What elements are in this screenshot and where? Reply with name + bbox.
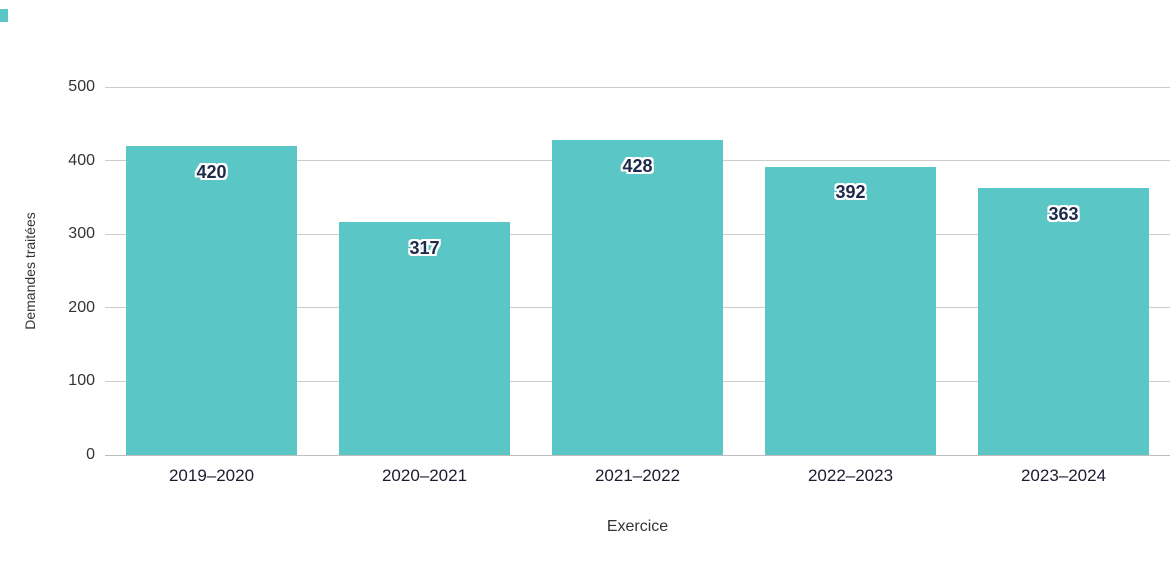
plot-area: 420 317 428 392 363 xyxy=(105,86,1170,456)
x-axis-line xyxy=(105,454,1170,456)
bar-value-label: 317 xyxy=(409,237,440,258)
bar xyxy=(978,187,1149,455)
bar xyxy=(126,145,297,455)
bar-value-label: 363 xyxy=(1048,203,1079,224)
bar-value-label: 428 xyxy=(622,155,653,176)
x-axis-title: Exercice xyxy=(606,518,669,535)
bar-value-label: 392 xyxy=(835,182,866,203)
bar xyxy=(552,140,723,455)
y-tick-label: 300 xyxy=(68,225,95,243)
x-tick-label: 2022–2023 xyxy=(807,466,894,485)
x-tick-label: 2021–2022 xyxy=(594,466,681,485)
bar xyxy=(765,166,936,455)
y-tick-label: 500 xyxy=(68,78,95,95)
bar xyxy=(339,221,510,455)
y-tick-label: 400 xyxy=(68,151,95,169)
x-tick-label: 2019–2020 xyxy=(168,466,255,485)
corner-mark xyxy=(0,9,8,22)
y-tick-label: 100 xyxy=(68,372,95,390)
x-tick-label: 2020–2021 xyxy=(381,466,468,485)
bar-value-label: 420 xyxy=(196,161,227,182)
y-axis-ticks: 0 100 200 300 400 500 xyxy=(0,78,95,463)
x-tick-label: 2023–2024 xyxy=(1020,466,1107,485)
x-axis-ticks: 2019–2020 2020–2021 2021–2022 2022–2023 2023… xyxy=(105,466,1170,490)
y-tick-label: 200 xyxy=(68,298,95,316)
y-tick-label: 0 xyxy=(86,446,95,463)
gridline xyxy=(105,86,1170,88)
